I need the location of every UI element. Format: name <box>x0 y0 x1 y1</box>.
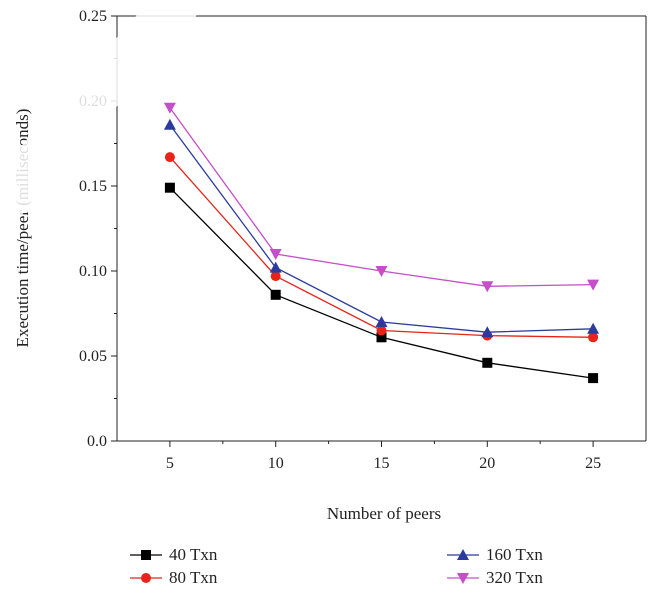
data-point <box>270 289 281 300</box>
data-point <box>164 182 175 193</box>
x-axis-ticks: 5 10 15 20 25 <box>166 441 601 472</box>
x-tick-label: 10 <box>268 455 284 472</box>
series-group <box>163 102 600 293</box>
y-tick-label: 0.15 <box>79 178 107 195</box>
series-line <box>169 107 594 287</box>
data-point <box>376 325 387 336</box>
legend-label: 320 Txn <box>486 568 543 587</box>
legend: 40 Txn 80 Txn 160 Txn 320 Txn <box>130 545 543 587</box>
series-layer <box>163 102 600 384</box>
data-point <box>375 266 388 277</box>
data-point <box>164 152 175 163</box>
y-tick-label: 0.25 <box>79 8 107 25</box>
series-group <box>164 152 599 343</box>
x-axis-title: Number of peers <box>327 504 441 523</box>
data-point <box>269 261 282 273</box>
y-tick-label: 0.0 <box>87 433 107 450</box>
legend-marker <box>141 573 151 583</box>
y-axis-title: Execution time/peer (milliseconds) <box>13 109 32 348</box>
data-point <box>163 102 176 114</box>
y-tick-label: 0.10 <box>79 263 107 280</box>
x-tick-label: 5 <box>166 455 174 472</box>
data-point <box>481 326 494 338</box>
data-point <box>588 332 599 343</box>
x-tick-label: 20 <box>479 455 495 472</box>
legend-item: 160 Txn <box>447 545 543 564</box>
data-point <box>587 322 600 334</box>
data-point <box>481 281 494 293</box>
plot-area <box>116 15 647 442</box>
series-group <box>163 118 600 338</box>
legend-label: 160 Txn <box>486 545 543 564</box>
data-point <box>376 332 387 343</box>
y-tick-label: 0.20 <box>79 93 107 110</box>
series-line <box>169 187 594 379</box>
series-group <box>164 182 599 384</box>
y-tick-label: 0.05 <box>79 348 107 365</box>
legend-marker <box>141 550 151 560</box>
legend-marker <box>457 573 469 584</box>
data-point <box>588 373 599 384</box>
legend-item: 80 Txn <box>130 568 218 587</box>
data-point <box>482 357 493 368</box>
legend-item: 40 Txn <box>130 545 218 564</box>
data-point <box>269 249 282 260</box>
x-tick-label: 25 <box>585 455 601 472</box>
data-point <box>375 316 388 327</box>
legend-label: 80 Txn <box>169 568 218 587</box>
x-tick-label: 15 <box>374 455 390 472</box>
series-line <box>169 156 594 338</box>
data-point <box>587 279 600 291</box>
legend-label: 40 Txn <box>169 545 218 564</box>
legend-item: 320 Txn <box>447 568 543 587</box>
legend-marker <box>457 549 469 560</box>
y-axis-ticks: 0.0 0.05 0.10 0.15 0.20 0.25 <box>79 8 117 450</box>
data-point <box>270 271 281 282</box>
data-point <box>163 118 176 130</box>
